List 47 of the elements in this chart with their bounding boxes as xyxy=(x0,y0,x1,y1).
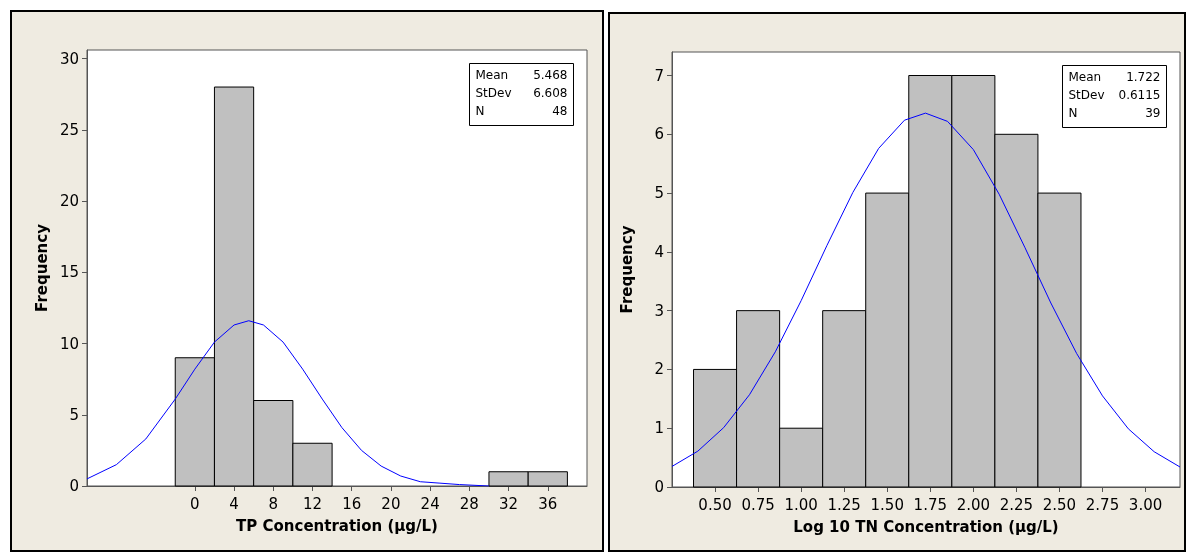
x-tick-label: 0.75 xyxy=(741,495,775,514)
y-axis-title: Frequency xyxy=(617,225,636,314)
x-tick-label: 1.00 xyxy=(784,495,818,514)
y-tick-label: 6 xyxy=(654,125,664,144)
text: N 39 xyxy=(1068,105,1161,120)
y-tick-label: 4 xyxy=(654,242,664,261)
x-axis-title: TP Concentration (µg/L) xyxy=(236,516,438,535)
y-tick-label: 20 xyxy=(59,192,79,211)
text: StDev 6.608 xyxy=(475,85,568,100)
x-tick-label: 36 xyxy=(538,494,558,513)
text: Mean 5.468 xyxy=(475,67,568,82)
x-tick-label: 16 xyxy=(342,494,362,513)
y-tick-label: 1 xyxy=(654,419,664,438)
y-axis-title: Frequency xyxy=(32,223,51,312)
y-tick-label: 10 xyxy=(59,334,79,353)
y-tick-label: 5 xyxy=(69,405,79,424)
text: Mean 1.722 xyxy=(1068,69,1161,84)
y-tick-label: 2 xyxy=(654,360,664,379)
y-tick-label: 15 xyxy=(59,263,79,282)
x-tick-label: 2.00 xyxy=(956,495,991,514)
x-tick-label: 0.50 xyxy=(698,495,732,514)
y-tick-label: 25 xyxy=(59,120,79,139)
y-tick-label: 5 xyxy=(654,184,664,203)
x-axis-title: Log 10 TN Concentration (µg/L) xyxy=(793,517,1059,536)
text: N 48 xyxy=(475,103,568,118)
x-tick-label: 1.75 xyxy=(913,495,948,514)
x-tick-label: 2.25 xyxy=(999,495,1034,514)
x-tick-label: 1.50 xyxy=(870,495,904,514)
x-tick-label: 12 xyxy=(302,494,323,513)
x-tick-label: 1.25 xyxy=(827,495,861,514)
x-tick-label: 8 xyxy=(268,494,279,513)
y-tick-label: 0 xyxy=(69,477,79,495)
x-tick-label: 32 xyxy=(499,494,519,513)
y-tick-label: 0 xyxy=(654,478,664,496)
y-tick-label: 3 xyxy=(654,301,664,320)
x-tick-label: 28 xyxy=(459,494,479,513)
annotation: StDev 0.6115 xyxy=(1068,87,1161,102)
x-tick-label: 0 xyxy=(190,494,200,513)
x-tick-label: 20 xyxy=(381,494,401,513)
x-tick-label: 4 xyxy=(229,494,239,513)
x-tick-label: 24 xyxy=(420,494,440,513)
x-tick-label: 2.50 xyxy=(1042,495,1077,514)
line-series xyxy=(86,320,490,487)
y-tick-label: 7 xyxy=(654,66,664,85)
x-tick-label: 2.75 xyxy=(1085,495,1120,514)
x-tick-label: 3.00 xyxy=(1128,495,1163,514)
y-tick-label: 30 xyxy=(59,49,79,68)
